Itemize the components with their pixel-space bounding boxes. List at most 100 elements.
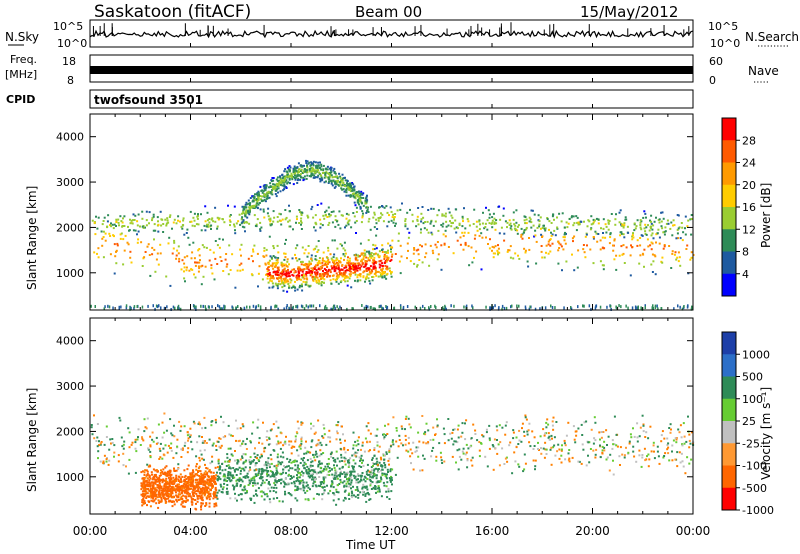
power-cell xyxy=(239,248,242,251)
velocity-cell xyxy=(308,472,311,475)
power-cell xyxy=(127,225,129,228)
velocity-cell xyxy=(427,442,430,445)
power-cell xyxy=(268,196,271,199)
velocity-cell xyxy=(365,486,368,489)
power-cell xyxy=(384,264,387,267)
power-cell xyxy=(100,230,103,233)
velocity-cell xyxy=(630,436,633,439)
power-cell xyxy=(286,182,289,185)
power-cell xyxy=(429,222,432,225)
velocity-cell xyxy=(263,469,266,472)
power-cell xyxy=(299,174,302,177)
velocity-cell xyxy=(200,504,203,507)
power-cell xyxy=(685,248,688,250)
velocity-cell xyxy=(611,447,614,450)
power-cell xyxy=(271,257,273,260)
power-near-range-cell xyxy=(534,307,537,311)
power-cell xyxy=(386,211,389,214)
power-cell xyxy=(316,176,319,179)
power-cell xyxy=(285,265,288,267)
velocity-cell xyxy=(356,439,359,442)
velocity-cell xyxy=(317,439,320,442)
power-cell xyxy=(282,270,285,273)
power-cell xyxy=(286,280,289,283)
velocity-cell xyxy=(216,479,219,482)
power-cell xyxy=(341,214,344,217)
velocity-cell xyxy=(441,462,444,464)
velocity-cell xyxy=(165,483,168,486)
velocity-cell xyxy=(370,469,373,472)
power-cell xyxy=(340,280,343,283)
power-cell xyxy=(610,213,613,215)
velocity-cell xyxy=(266,460,269,463)
power-cell xyxy=(356,259,359,262)
velocity-cell xyxy=(134,438,137,441)
velocity-cell xyxy=(356,486,359,489)
power-cell xyxy=(632,236,635,239)
power-cell xyxy=(272,255,275,257)
power-cell xyxy=(342,182,345,185)
power-cell xyxy=(159,243,162,246)
power-cell xyxy=(259,228,262,231)
power-cell xyxy=(369,282,372,285)
power-cell xyxy=(327,268,330,271)
power-cell xyxy=(218,246,221,249)
velocity-cell xyxy=(314,459,317,462)
velocity-cell xyxy=(319,441,322,444)
power-cell xyxy=(339,243,342,246)
power-cell xyxy=(301,285,303,288)
power-cell xyxy=(621,253,624,256)
power-cell xyxy=(544,229,547,232)
power-cell xyxy=(136,220,139,223)
velocity-cell xyxy=(175,452,178,455)
power-cell xyxy=(525,222,528,225)
velocity-cell xyxy=(666,437,669,440)
power-cell xyxy=(333,171,336,174)
power-cell xyxy=(324,261,327,264)
velocity-cell xyxy=(90,424,93,426)
freq-label: Freq. xyxy=(10,53,37,66)
velocity-cell xyxy=(386,496,389,499)
power-cell xyxy=(588,220,591,223)
velocity-cell xyxy=(141,477,144,480)
power-cell xyxy=(371,276,374,278)
power-cell xyxy=(362,252,365,255)
velocity-cell xyxy=(377,450,380,453)
power-cell xyxy=(571,253,573,256)
power-near-range-cell xyxy=(147,304,149,308)
power-cell xyxy=(245,221,248,223)
velocity-cell xyxy=(128,431,131,434)
velocity-cell xyxy=(165,493,168,496)
power-cell xyxy=(101,237,104,240)
velocity-cell xyxy=(305,469,308,472)
power-near-range-cell xyxy=(686,305,689,309)
power-cell xyxy=(328,173,331,176)
power-cell xyxy=(318,262,321,265)
velocity-cell xyxy=(392,443,395,446)
power-cell xyxy=(299,173,302,176)
power-near-range-cell xyxy=(599,305,602,309)
power-near-range-cell xyxy=(283,307,285,311)
power-cell xyxy=(385,255,388,258)
velocity-cell xyxy=(269,470,272,473)
velocity-cell xyxy=(258,477,261,480)
power-near-range-cell xyxy=(677,304,679,308)
power-cell xyxy=(268,274,271,277)
velocity-cell xyxy=(385,434,387,437)
power-cell xyxy=(262,199,265,202)
velocity-cell xyxy=(388,498,391,500)
power-cell xyxy=(278,276,281,279)
velocity-cell xyxy=(201,478,204,481)
power-cell xyxy=(552,213,555,216)
power-cell xyxy=(427,231,430,234)
power-cell xyxy=(370,256,373,259)
power-near-range-cell xyxy=(635,306,637,310)
power-cell xyxy=(334,172,337,175)
power-cell xyxy=(663,233,666,236)
velocity-cell xyxy=(395,429,398,432)
power-cell xyxy=(123,225,126,227)
power-cell xyxy=(325,264,328,266)
power-cell xyxy=(341,179,344,182)
power-near-range-cell xyxy=(202,304,204,308)
velocity-cell xyxy=(411,452,414,455)
